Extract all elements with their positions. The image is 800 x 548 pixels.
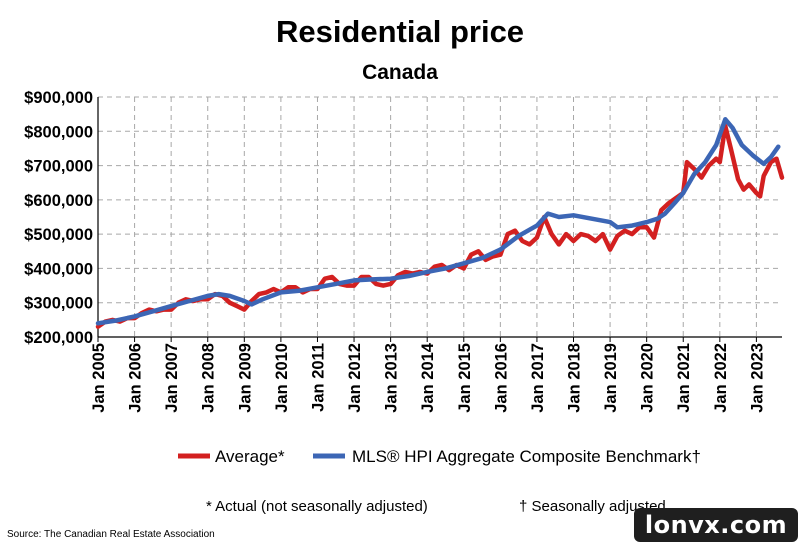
x-tick-label: Jan 2021 [675,343,693,413]
x-tick-label: Jan 2009 [236,343,254,413]
y-tick-label: $200,000 [24,329,93,347]
x-tick-label: Jan 2018 [566,343,584,413]
x-tick-label: Jan 2015 [456,343,474,413]
x-tick-label: Jan 2006 [127,343,145,413]
x-tick-label: Jan 2005 [90,343,108,413]
series-mls-hpi-line [95,117,781,326]
x-tick-label: Jan 2014 [419,342,437,413]
y-tick-label: $700,000 [24,158,93,176]
y-tick-label: $600,000 [24,192,93,210]
chart-subtitle: Canada [362,61,438,84]
x-tick-label: Jan 2017 [529,343,547,413]
x-tick-label: Jan 2013 [383,343,401,413]
x-tick-label: Jan 2022 [712,343,730,413]
y-tick-label: $900,000 [24,89,93,107]
legend-label-average: Average* [215,447,285,466]
y-tick-label: $300,000 [24,295,93,313]
x-tick-label: Jan 2012 [346,343,364,413]
x-tick-label: Jan 2007 [163,343,181,413]
footnote-actual: * Actual (not seasonally adjusted) [206,498,428,515]
plot-area: $200,000 $300,000 $400,000 $500,000 $600,000… [24,89,785,413]
chart-title: Residential price [276,14,524,49]
x-tick-label: Jan 2010 [273,343,291,413]
x-tick-label: Jan 2019 [602,343,620,413]
legend: Average* MLS® HPI Aggregate Composite Be… [178,447,701,466]
legend-label-mls: MLS® HPI Aggregate Composite Benchmark† [352,447,701,466]
watermark-logo: lonvx.com [634,508,798,542]
footnote-seasonal: † Seasonally adjusted [519,498,666,515]
source-note: Source: The Canadian Real Estate Associa… [7,529,215,540]
y-tick-label: $800,000 [24,123,93,141]
y-tick-label: $400,000 [24,260,93,278]
y-tick-label: $500,000 [24,226,93,244]
x-tick-label: Jan 2016 [492,343,510,413]
x-tick-label: Jan 2011 [309,343,327,412]
x-tick-label: Jan 2020 [639,343,657,413]
x-tick-label: Jan 2008 [200,343,218,413]
x-tick-label: Jan 2023 [748,343,766,413]
